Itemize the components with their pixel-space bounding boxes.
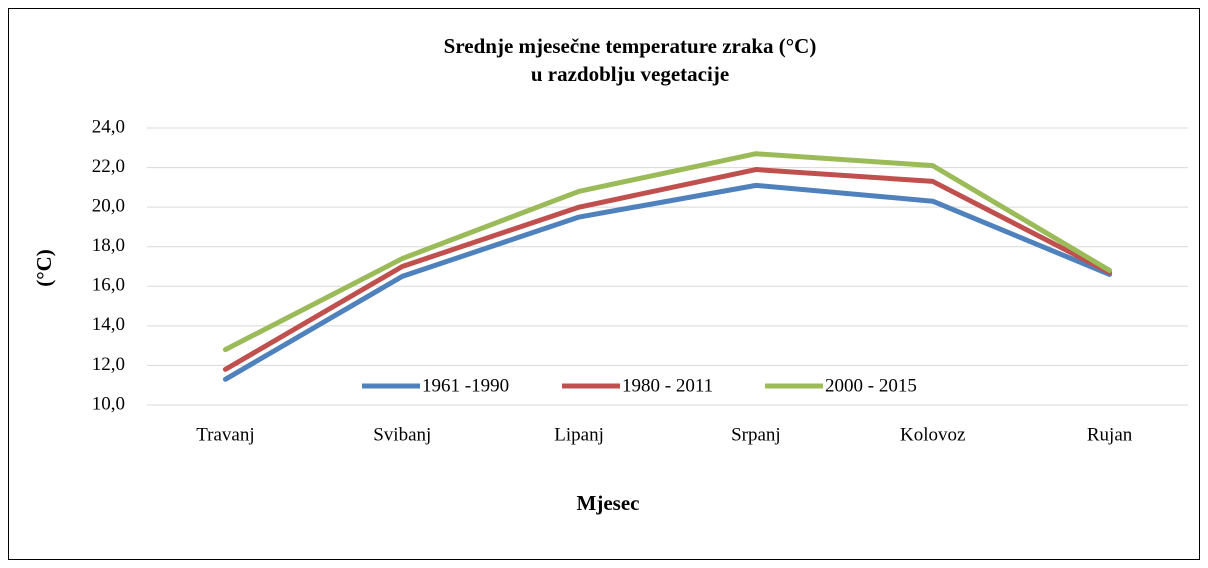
x-tick-label: Srpanj [731,424,781,445]
line-series [222,167,1113,372]
line-series [222,151,1113,353]
y-tick-label: 22,0 [92,156,125,177]
chart-border [8,8,1200,560]
legend-label: 1961 -1990 [422,375,509,396]
line-series [222,182,1113,382]
chart-title: Srednje mjesečne temperature zraka (°C) [444,34,817,58]
x-tick-label: Rujan [1087,424,1133,445]
x-tick-label: Kolovoz [900,424,965,445]
chart-subtitle: u razdoblju vegetacije [531,62,729,86]
y-tick-label: 18,0 [92,235,125,256]
y-axis-label: (°C) [32,249,56,287]
y-tick-label: 20,0 [92,196,125,217]
legend-label: 1980 - 2011 [622,375,713,396]
x-tick-label: Travanj [196,424,254,445]
y-tick-label: 14,0 [92,314,125,335]
y-tick-label: 24,0 [92,116,125,137]
x-axis-label: Mjesec [577,491,640,515]
x-tick-label: Svibanj [373,424,431,445]
y-tick-label: 16,0 [92,275,125,296]
y-tick-label: 10,0 [92,393,125,414]
y-tick-label: 12,0 [92,354,125,375]
legend-label: 2000 - 2015 [825,375,917,396]
x-tick-label: Lipanj [554,424,604,445]
